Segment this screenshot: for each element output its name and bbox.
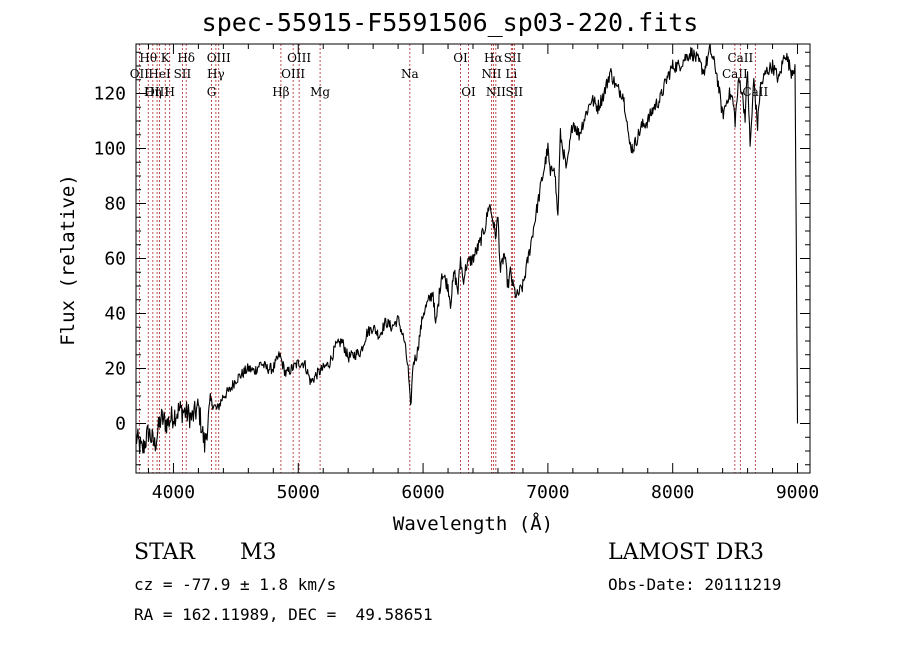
- line-marker-label: Li: [505, 67, 517, 81]
- subclass-label: M3: [240, 540, 277, 565]
- line-marker-label: OIII: [281, 67, 305, 81]
- line-marker-label: SII: [504, 51, 522, 65]
- line-marker-label: HeI: [148, 67, 171, 81]
- line-marker-label: H: [164, 85, 174, 99]
- line-marker-label: OI: [461, 85, 476, 99]
- line-marker-label: Hγ: [207, 67, 225, 81]
- line-marker-label: OIII: [207, 51, 231, 65]
- line-marker-label: OIII: [287, 51, 311, 65]
- line-marker-label: CaII: [722, 67, 748, 81]
- class-label: STAR: [134, 540, 195, 565]
- y-tick-label: 120: [93, 84, 126, 105]
- y-tick-label: 60: [104, 249, 126, 270]
- y-tick-label: 0: [115, 414, 126, 435]
- redshift-cz: cz = -77.9 ± 1.8 km/s: [134, 575, 337, 594]
- x-tick-label: 7000: [526, 482, 569, 503]
- line-marker-label: SII: [174, 67, 192, 81]
- y-tick-label: 100: [93, 139, 126, 160]
- x-tick-label: 6000: [401, 482, 444, 503]
- line-marker-label: SII: [505, 85, 523, 99]
- line-marker-label: NII: [486, 85, 506, 99]
- line-marker-label: NII: [481, 67, 501, 81]
- line-markers: OIIHθHηOIIIHeIKHSIIHδGHγOIIIHβOIIIOIIIMg…: [130, 44, 768, 473]
- x-tick-label: 5000: [277, 482, 320, 503]
- y-axis-label: Flux (relative): [57, 174, 79, 346]
- line-marker-label: Mg: [310, 85, 330, 99]
- line-marker-label: Hα: [484, 51, 503, 65]
- line-marker-label: OI: [453, 51, 468, 65]
- line-marker-label: CaII: [727, 51, 753, 65]
- coordinates: RA = 162.11989, DEC = 49.58651: [134, 605, 433, 624]
- line-marker-label: Hβ: [272, 85, 289, 99]
- x-tick-label: 9000: [776, 482, 819, 503]
- obs-date: Obs-Date: 20111219: [608, 575, 782, 594]
- x-tick-label: 8000: [651, 482, 694, 503]
- survey-label: LAMOST DR3: [608, 540, 764, 565]
- line-marker-label: Hδ: [177, 51, 195, 65]
- line-marker-label: CaII: [742, 85, 768, 99]
- axes: 4000 5000 6000 7000 8000 9000 0 20 40 60 80 100 120: [93, 44, 819, 503]
- y-tick-label: 80: [104, 194, 126, 215]
- flux-series: [135, 43, 799, 455]
- line-marker-label: G: [207, 85, 217, 99]
- line-marker-label: OIII: [145, 85, 169, 99]
- chart-title: spec-55915-F5591506_sp03-220.fits: [201, 8, 699, 37]
- x-axis-label: Wavelength (Å): [393, 512, 553, 535]
- flux-line: [135, 43, 799, 455]
- y-tick-label: 20: [104, 359, 126, 380]
- x-tick-label: 4000: [152, 482, 195, 503]
- line-marker-label: Na: [401, 67, 419, 81]
- y-tick-label: 40: [104, 304, 126, 325]
- line-marker-label: K: [161, 51, 171, 65]
- line-marker-label: Hθ: [139, 51, 157, 65]
- line-marker-label: OII: [130, 67, 150, 81]
